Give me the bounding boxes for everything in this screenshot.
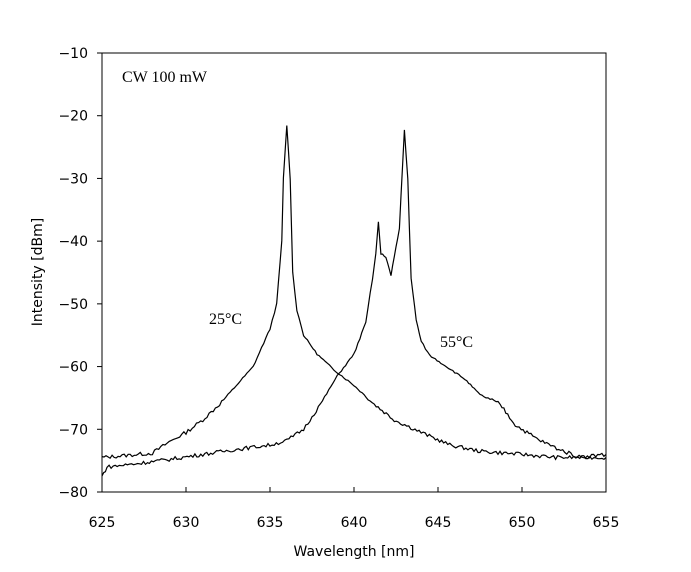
x-tick-label: 630 [173,515,200,531]
y-tick-label: −50 [58,297,88,313]
annotation-25c: 25°C [209,311,242,328]
x-tick-label: 635 [257,515,284,531]
y-tick-label: −20 [58,109,88,125]
x-axis-label: Wavelength [nm] [294,544,415,560]
x-tick-label: 655 [593,515,620,531]
x-tick-label: 625 [89,515,116,531]
x-tick-label: 650 [509,515,536,531]
y-tick-label: −30 [58,171,88,187]
y-tick-label: −70 [58,422,88,438]
y-tick-label: −40 [58,234,88,250]
y-tick-label: −80 [58,485,88,501]
plot-frame [101,52,607,493]
series-line-55c [101,129,607,477]
x-tick-label: 640 [341,515,368,531]
y-tick-label: −10 [58,46,88,62]
annotation-55c: 55°C [440,334,473,351]
annotation-condition: CW 100 mW [122,69,208,86]
y-tick-label: −60 [58,360,88,376]
y-axis-label: Intensity [dBm] [30,218,46,326]
series-line-25c [101,125,607,461]
x-tick-label: 645 [425,515,452,531]
